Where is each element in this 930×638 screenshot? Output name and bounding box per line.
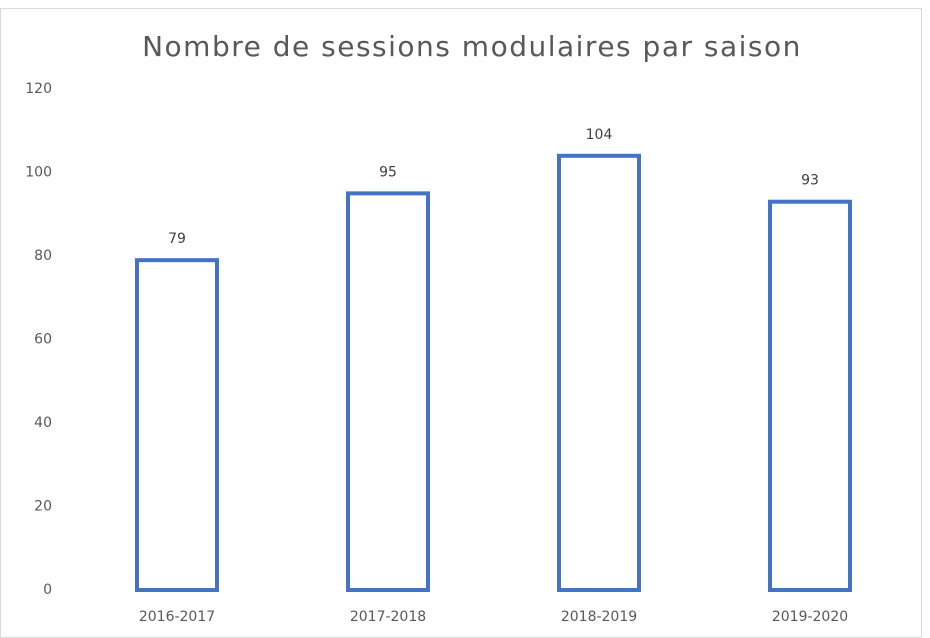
- bar: [768, 199, 852, 592]
- y-tick-label: 80: [34, 248, 52, 264]
- data-label: 95: [379, 164, 397, 180]
- bar: [346, 191, 430, 592]
- chart-title: Nombre de sessions modulaires par saison: [142, 30, 802, 63]
- data-label: 104: [586, 127, 613, 143]
- data-label: 93: [801, 173, 819, 189]
- x-tick-label: 2017-2018: [350, 609, 426, 625]
- y-tick-label: 60: [34, 332, 52, 348]
- data-label: 79: [168, 231, 186, 247]
- y-tick-label: 0: [43, 582, 52, 598]
- x-tick-label: 2016-2017: [139, 609, 215, 625]
- y-tick-label: 120: [25, 81, 52, 97]
- y-tick-label: 100: [25, 165, 52, 181]
- x-tick-label: 2019-2020: [772, 609, 848, 625]
- bar: [135, 258, 219, 592]
- y-tick-label: 20: [34, 499, 52, 515]
- bar: [557, 153, 641, 593]
- y-tick-label: 40: [34, 415, 52, 431]
- x-tick-label: 2018-2019: [561, 609, 637, 625]
